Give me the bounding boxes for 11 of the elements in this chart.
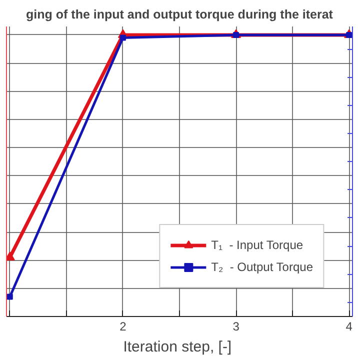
x-axis-title: Iteration step, [-]	[123, 338, 232, 356]
point	[6, 294, 13, 300]
x-tick-label: 2	[120, 320, 127, 334]
x-tick-label: 4	[346, 320, 353, 334]
legend-label: T₂ - Output Torque	[211, 260, 313, 274]
point	[120, 34, 126, 41]
legend-label: T₁ - Input Torque	[211, 238, 304, 252]
x-tick-label: 3	[232, 320, 240, 334]
chart-title: ging of the input and output torque during the iterat	[26, 8, 334, 22]
point	[346, 32, 352, 38]
point	[6, 252, 15, 260]
